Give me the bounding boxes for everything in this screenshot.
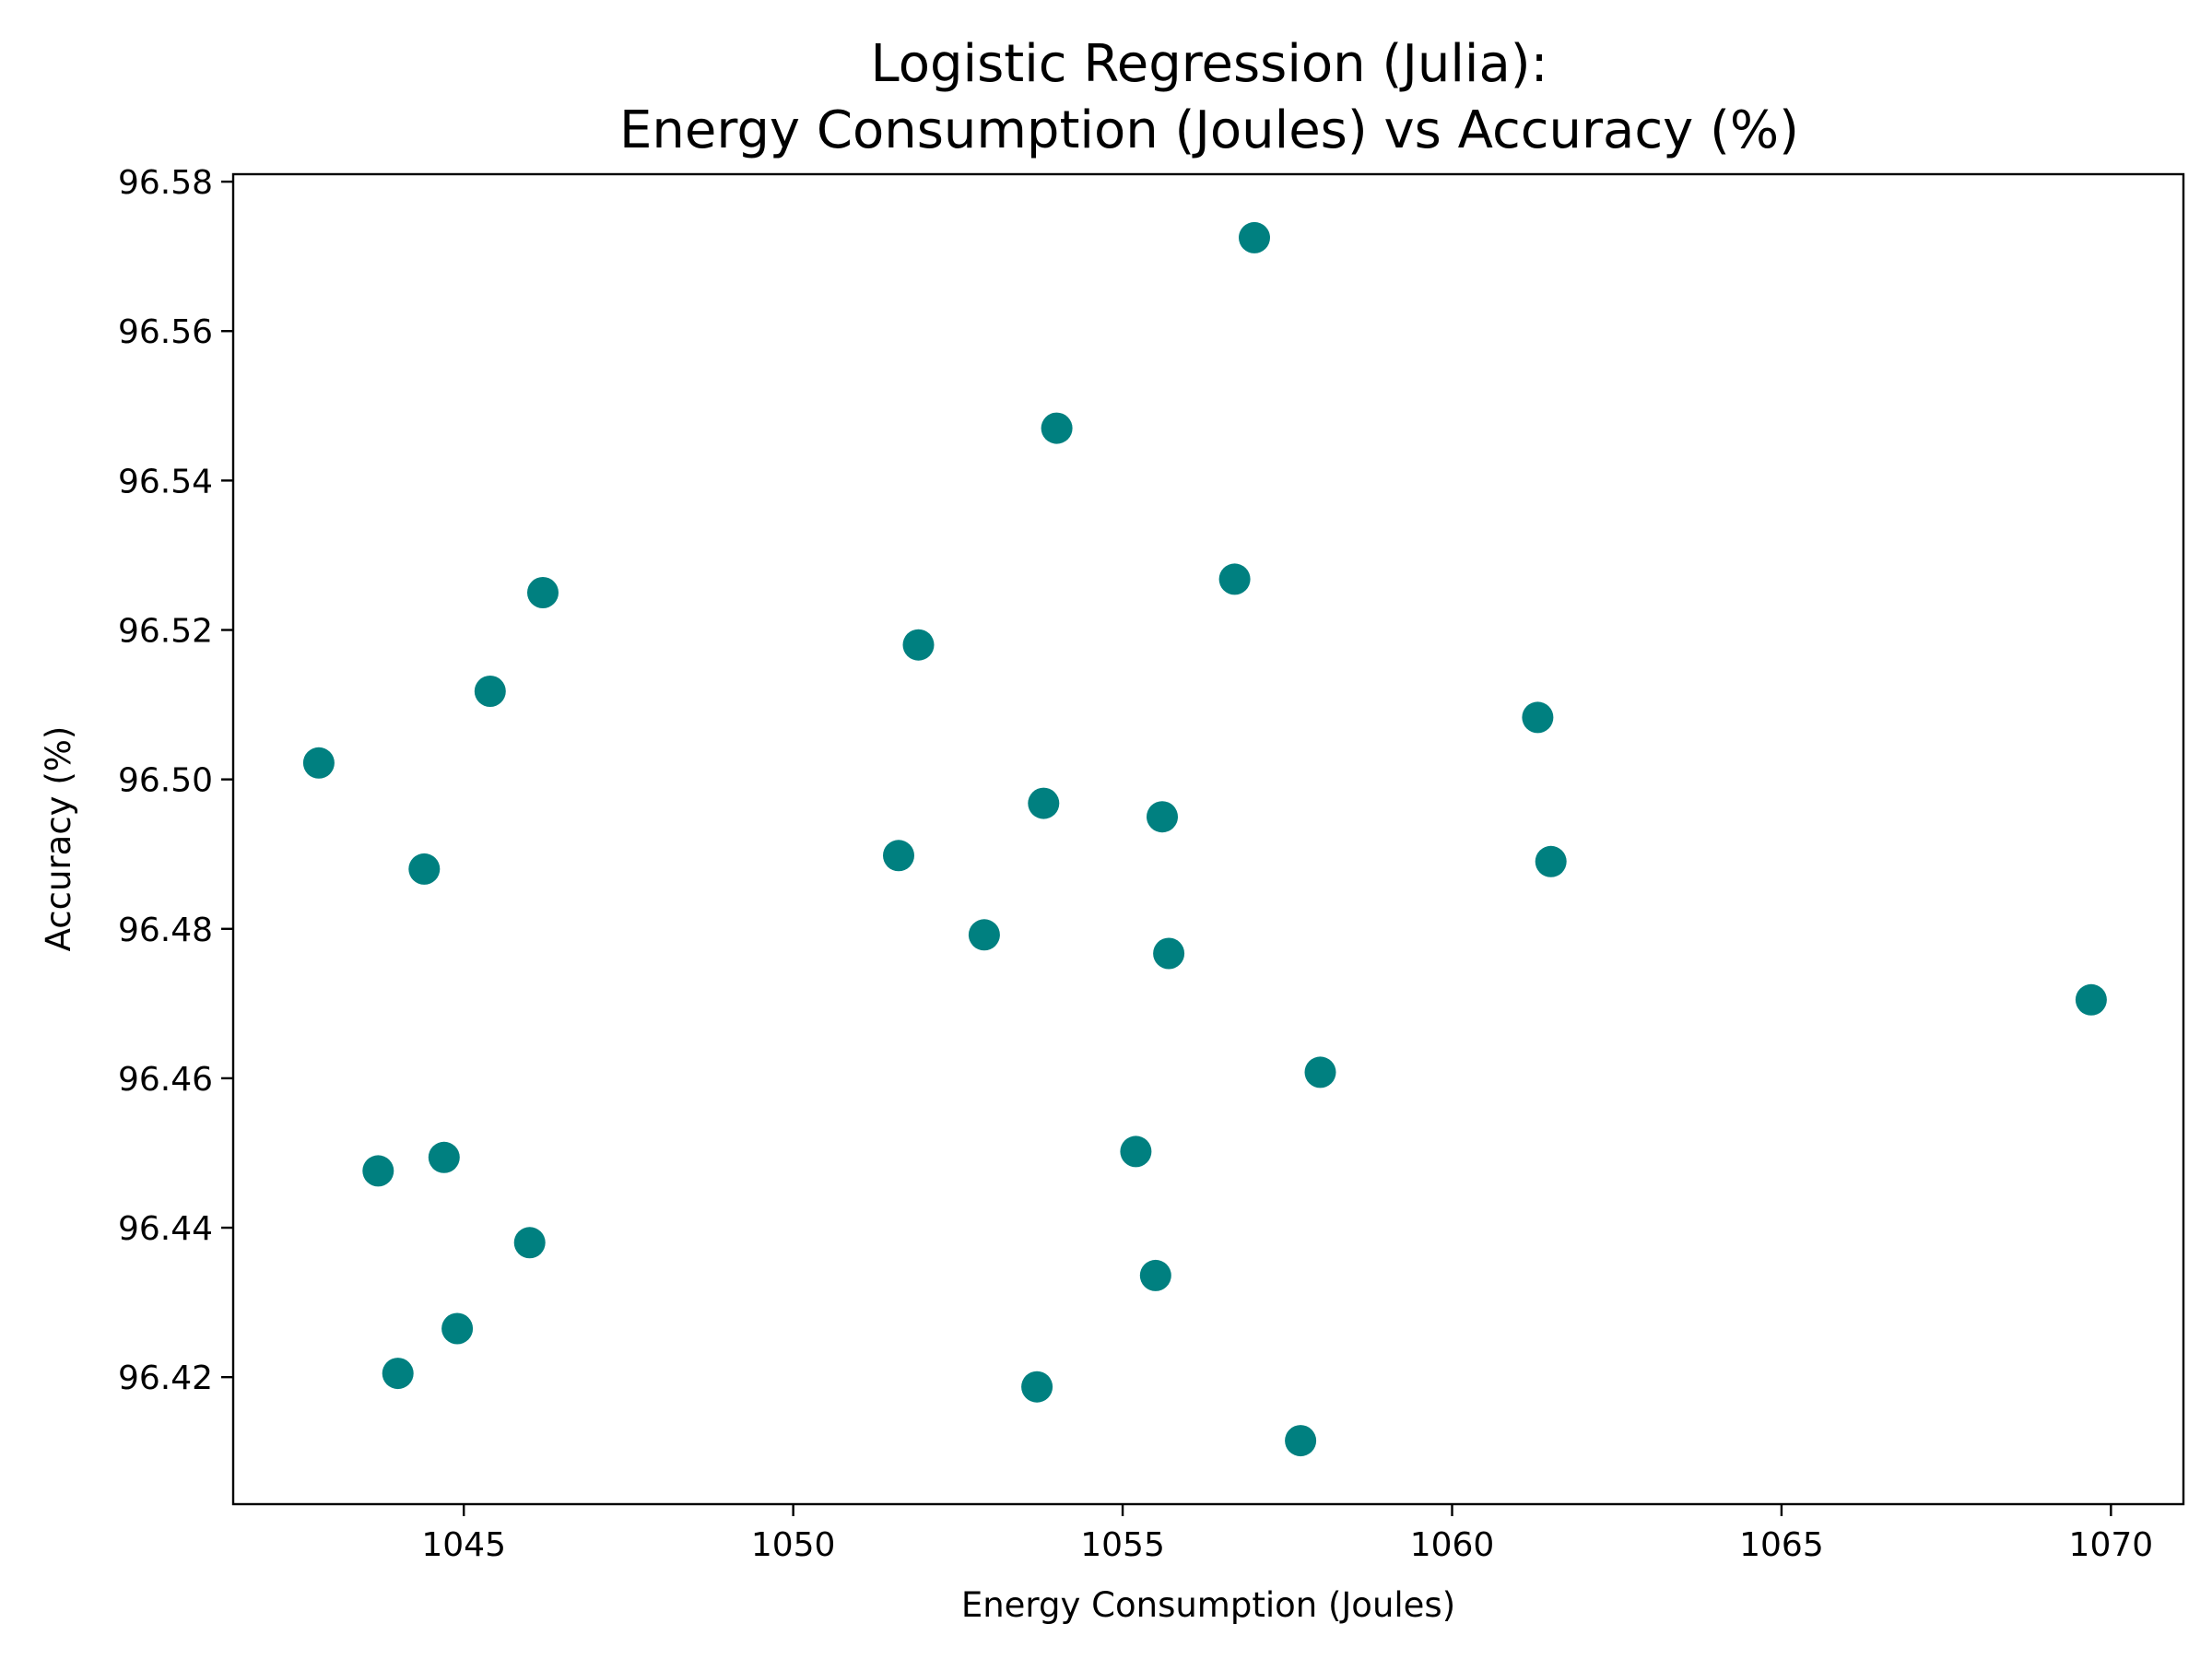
y-tick-label: 96.58 <box>118 164 213 202</box>
x-tick-label: 1050 <box>751 1526 836 1564</box>
data-point-11 <box>883 840 914 872</box>
data-point-4 <box>527 577 559 608</box>
data-point-8 <box>302 747 335 779</box>
data-point-20 <box>362 1155 394 1187</box>
data-point-6 <box>474 676 506 707</box>
data-point-3 <box>1218 563 1251 595</box>
y-tick-label: 96.52 <box>118 613 213 651</box>
data-point-15 <box>1153 937 1185 970</box>
y-tick-label: 96.50 <box>118 762 213 800</box>
data-point-12 <box>1535 845 1567 877</box>
y-tick-label: 96.44 <box>118 1210 213 1248</box>
data-points <box>302 221 2107 1457</box>
x-tick-label: 1045 <box>421 1526 506 1564</box>
y-tick-label: 96.56 <box>118 313 213 351</box>
x-tick-label: 1070 <box>2069 1526 2154 1564</box>
x-axis-ticks: 1045 1050 1055 1060 1065 1070 <box>421 1504 2153 1564</box>
data-point-1 <box>1239 221 1270 253</box>
data-point-2 <box>1041 412 1073 444</box>
chart-title-line-1: Logistic Regression (Julia): <box>871 34 1548 94</box>
data-point-7 <box>1522 701 1554 734</box>
y-tick-label: 96.46 <box>118 1061 213 1099</box>
data-point-22 <box>1139 1259 1171 1291</box>
data-point-10 <box>1147 801 1178 833</box>
data-point-25 <box>1021 1371 1053 1403</box>
data-point-24 <box>382 1358 414 1390</box>
data-point-5 <box>902 629 935 661</box>
data-point-9 <box>1028 787 1060 819</box>
data-point-14 <box>968 919 1000 951</box>
x-tick-label: 1060 <box>1410 1526 1495 1564</box>
data-point-13 <box>408 853 441 885</box>
x-axis-label: Energy Consumption (Joules) <box>961 1585 1455 1625</box>
chart-title-line-2: Energy Consumption (Joules) vs Accuracy … <box>619 100 1799 160</box>
x-tick-label: 1065 <box>1739 1526 1824 1564</box>
y-tick-label: 96.42 <box>118 1359 213 1397</box>
data-point-18 <box>1120 1135 1152 1168</box>
y-tick-label: 96.54 <box>118 463 213 500</box>
plot-area-frame <box>231 172 2185 1506</box>
y-axis-label: Accuracy (%) <box>39 726 78 952</box>
y-tick-label: 96.48 <box>118 912 213 949</box>
data-point-26 <box>1285 1425 1317 1457</box>
data-point-17 <box>1304 1056 1336 1088</box>
data-point-21 <box>513 1227 546 1259</box>
chart-title: Logistic Regression (Julia): Energy Cons… <box>619 34 1799 160</box>
y-axis-ticks: 96.42 96.44 96.46 96.48 96.50 96.52 96.54 96.56… <box>118 164 233 1397</box>
data-point-16 <box>2075 983 2107 1016</box>
data-point-19 <box>428 1141 460 1173</box>
x-tick-label: 1055 <box>1080 1526 1165 1564</box>
data-point-23 <box>441 1312 474 1345</box>
